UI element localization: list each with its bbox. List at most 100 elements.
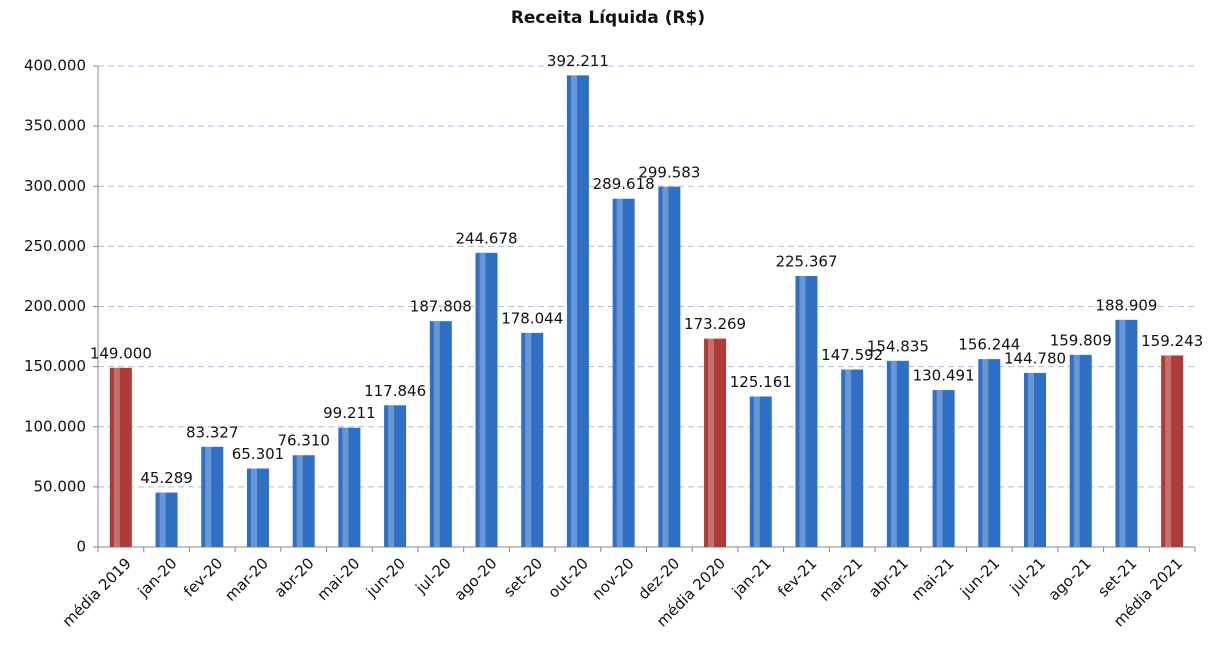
x-tick-label: fev-21	[774, 554, 820, 600]
bar-highlight	[753, 396, 760, 547]
x-tick-label: mar-21	[816, 554, 867, 605]
x-tick-label: fev-20	[180, 554, 226, 600]
x-tick-label: abr-21	[865, 554, 912, 601]
x-tick-label: out-20	[545, 554, 592, 601]
y-tick-label: 250.000	[24, 237, 86, 255]
bar	[292, 455, 315, 547]
bar-highlight	[936, 390, 943, 547]
data-label: 178.044	[501, 309, 563, 327]
data-label: 244.678	[456, 229, 518, 247]
data-label: 117.846	[364, 382, 426, 400]
bar-highlight	[662, 186, 669, 547]
data-label: 149.000	[90, 344, 152, 362]
bar-highlight	[1073, 354, 1080, 547]
y-tick-label: 100.000	[24, 417, 86, 435]
bar-highlight	[388, 405, 395, 547]
data-label: 83.327	[186, 423, 239, 441]
data-label: 188.909	[1095, 296, 1157, 314]
y-tick-label: 0	[76, 538, 86, 556]
y-tick-label: 300.000	[24, 177, 86, 195]
bar	[155, 492, 178, 547]
x-tick-label: nov-20	[588, 554, 637, 603]
x-tick-label: ago-20	[451, 554, 501, 604]
bar	[1115, 319, 1138, 547]
bar	[795, 275, 818, 547]
data-label: 159.809	[1050, 331, 1112, 349]
data-label: 159.243	[1141, 332, 1203, 350]
bar	[749, 396, 772, 547]
data-label: 130.491	[913, 367, 975, 385]
x-tick-label: jul-21	[1006, 554, 1049, 597]
bar	[658, 186, 681, 547]
data-label: 173.269	[684, 315, 746, 333]
x-tick-label: mai-20	[314, 554, 364, 604]
data-label: 45.289	[140, 469, 193, 487]
bar	[1161, 355, 1184, 547]
data-label: 289.618	[593, 175, 655, 193]
data-label: 147.592	[821, 346, 883, 364]
bar	[1069, 354, 1092, 547]
y-tick-label: 50.000	[34, 477, 87, 495]
bar	[612, 198, 635, 547]
bar-highlight	[205, 446, 212, 547]
bar-highlight	[525, 332, 532, 547]
data-label: 225.367	[775, 252, 837, 270]
data-label: 65.301	[232, 445, 285, 463]
bar	[429, 321, 452, 547]
bar-highlight	[113, 367, 120, 547]
bar	[384, 405, 407, 547]
data-label: 156.244	[958, 336, 1020, 354]
bar	[475, 252, 498, 547]
bar-highlight	[799, 275, 806, 547]
bar	[886, 360, 909, 547]
data-label: 76.310	[277, 432, 330, 450]
bar	[1024, 372, 1047, 547]
bar	[201, 446, 224, 547]
bar-highlight	[1165, 355, 1172, 547]
bar	[978, 359, 1001, 547]
bar	[566, 75, 589, 547]
bar	[704, 338, 727, 547]
data-label: 125.161	[730, 373, 792, 391]
bar	[521, 332, 544, 547]
bar	[841, 369, 864, 547]
bar-highlight	[1119, 319, 1126, 547]
bar-highlight	[1028, 372, 1035, 547]
x-tick-label: set-20	[500, 554, 546, 600]
bar-highlight	[890, 360, 897, 547]
data-label: 392.211	[547, 52, 609, 70]
x-tick-label: jan-20	[134, 554, 181, 601]
y-tick-label: 200.000	[24, 297, 86, 315]
y-tick-label: 350.000	[24, 117, 86, 135]
bar	[246, 468, 269, 547]
x-tick-label: jun-21	[956, 554, 1003, 601]
bar-highlight	[845, 369, 852, 547]
bar-highlight	[708, 338, 715, 547]
data-label: 154.835	[867, 337, 929, 355]
bar-highlight	[296, 455, 303, 547]
x-tick-label: jun-20	[362, 554, 409, 601]
bar-highlight	[616, 198, 623, 547]
x-tick-label: jan-21	[728, 554, 775, 601]
bar-highlight	[342, 427, 349, 547]
x-tick-label: média 2019	[59, 554, 135, 630]
bar	[932, 390, 955, 547]
x-tick-label: ago-21	[1045, 554, 1095, 604]
bar-highlight	[982, 359, 989, 547]
data-label: 187.808	[410, 298, 472, 316]
bar	[109, 367, 132, 547]
chart-title: Receita Líquida (R$)	[511, 8, 705, 28]
x-tick-label: mar-20	[221, 554, 272, 605]
bar-highlight	[479, 252, 486, 547]
bar-highlight	[570, 75, 577, 547]
x-tick-label: jul-20	[411, 554, 454, 597]
x-tick-label: mai-21	[908, 554, 958, 604]
bar	[338, 427, 361, 547]
bar-highlight	[159, 492, 166, 547]
y-tick-label: 150.000	[24, 357, 86, 375]
data-label: 144.780	[1004, 349, 1066, 367]
y-tick-label: 400.000	[24, 57, 86, 75]
data-label: 299.583	[638, 163, 700, 181]
bar-highlight	[433, 321, 440, 547]
